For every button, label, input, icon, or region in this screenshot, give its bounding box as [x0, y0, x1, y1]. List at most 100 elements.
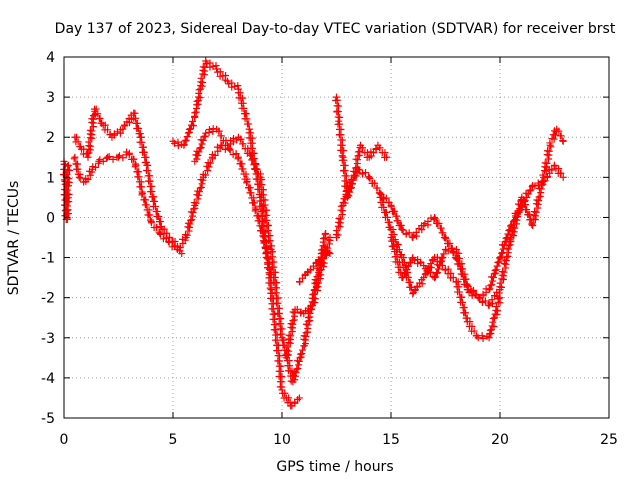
- data-point-interp: [212, 62, 220, 70]
- chart-title: Day 137 of 2023, Sidereal Day-to-day VTE…: [55, 21, 616, 37]
- data-point-interp: [180, 140, 188, 148]
- data-point-interp: [336, 113, 344, 121]
- data-point-interp: [291, 376, 299, 384]
- data-point-interp: [285, 331, 293, 339]
- data-point-interp: [194, 195, 202, 203]
- data-point-interp: [470, 327, 478, 335]
- data-point-interp: [285, 394, 293, 402]
- data-point-interp: [377, 190, 385, 198]
- data-point-interp: [120, 122, 128, 130]
- data-point-interp: [341, 199, 349, 207]
- data-point-interp: [366, 175, 374, 183]
- data-point-interp: [206, 159, 214, 167]
- data-point-interp: [141, 201, 149, 209]
- data-point-interp: [201, 171, 209, 179]
- data-point-interp: [479, 334, 487, 342]
- data-point-interp: [275, 320, 283, 328]
- data-point-interp: [156, 230, 164, 238]
- data-point-interp: [431, 273, 439, 281]
- data-point-interp: [99, 157, 107, 165]
- y-tick-label: -4: [41, 371, 55, 387]
- data-point-interp: [193, 155, 201, 163]
- y-tick-label: 1: [46, 170, 55, 186]
- data-point-interp: [375, 189, 383, 197]
- data-point-interp: [65, 190, 73, 198]
- data-point-interp: [444, 247, 452, 255]
- data-point-interp: [141, 196, 149, 204]
- data-point-interp: [437, 224, 445, 232]
- data-point-interp: [399, 273, 407, 281]
- data-point-interp: [245, 184, 253, 192]
- data-point-interp: [392, 212, 400, 220]
- data-point-interp: [359, 169, 367, 177]
- data-point-interp: [414, 260, 422, 268]
- data-point-interp: [487, 281, 495, 289]
- data-point-interp: [462, 280, 470, 288]
- data-point-interp: [411, 256, 419, 264]
- data-point-interp: [390, 231, 398, 239]
- data-point: [398, 274, 406, 282]
- data-point-interp: [496, 279, 504, 287]
- data-point-interp: [86, 171, 94, 179]
- data-point: [431, 274, 439, 282]
- data-point: [559, 173, 567, 181]
- data-point-interp: [433, 269, 441, 277]
- data-marks: [59, 57, 567, 410]
- data-point-interp: [372, 145, 380, 153]
- data-point-interp: [522, 206, 530, 214]
- data-point-interp: [340, 147, 348, 155]
- data-point-interp: [486, 330, 494, 338]
- y-tick-label: 4: [46, 50, 55, 66]
- data-point-interp: [470, 286, 478, 294]
- data-point-interp: [197, 183, 205, 191]
- data-point-interp: [199, 136, 207, 144]
- data-point-interp: [437, 258, 445, 266]
- data-point-interp: [491, 266, 499, 274]
- data-point-interp: [243, 179, 251, 187]
- data-point-interp: [337, 215, 345, 223]
- data-point-interp: [439, 253, 447, 261]
- data-point-interp: [493, 262, 501, 270]
- data-point-interp: [417, 258, 425, 266]
- y-tick-label: -3: [41, 331, 55, 347]
- data-point-interp: [88, 127, 96, 135]
- data-point-interp: [147, 188, 155, 196]
- data-point: [178, 250, 186, 258]
- data-point-interp: [296, 278, 304, 286]
- data-point-interp: [454, 255, 462, 263]
- data-point-interp: [191, 109, 199, 117]
- data-point-interp: [189, 122, 197, 130]
- data-point-interp: [109, 155, 117, 163]
- data-point-interp: [94, 110, 102, 118]
- data-point-interp: [539, 171, 547, 179]
- data-point-interp: [500, 268, 508, 276]
- data-point-interp: [376, 144, 384, 152]
- data-point-interp: [246, 189, 254, 197]
- data-point-interp: [548, 166, 556, 174]
- data-point: [202, 129, 210, 137]
- data-point-interp: [383, 213, 391, 221]
- data-point-interp: [371, 179, 379, 187]
- data-point: [365, 173, 373, 181]
- data-point-interp: [498, 268, 506, 276]
- y-axis-label: SDTVAR / TECUs: [6, 181, 22, 296]
- data-point: [485, 286, 493, 294]
- data-point: [335, 117, 343, 125]
- data-point-interp: [431, 215, 439, 223]
- data-point-interp: [481, 297, 489, 305]
- data-point-interp: [204, 167, 212, 175]
- data-point-interp: [295, 361, 303, 369]
- data-point-interp: [70, 155, 78, 163]
- data-point-interp: [205, 163, 213, 171]
- data-point-interp: [557, 169, 565, 177]
- data-point: [322, 229, 330, 237]
- data-point-interp: [297, 350, 305, 358]
- data-point-interp: [296, 354, 304, 362]
- data-point-interp: [199, 79, 207, 87]
- data-point-interp: [155, 213, 163, 221]
- data-point-interp: [273, 347, 281, 355]
- data-point-interp: [530, 208, 538, 216]
- data-point-interp: [152, 223, 160, 231]
- data-point-interp: [490, 270, 498, 278]
